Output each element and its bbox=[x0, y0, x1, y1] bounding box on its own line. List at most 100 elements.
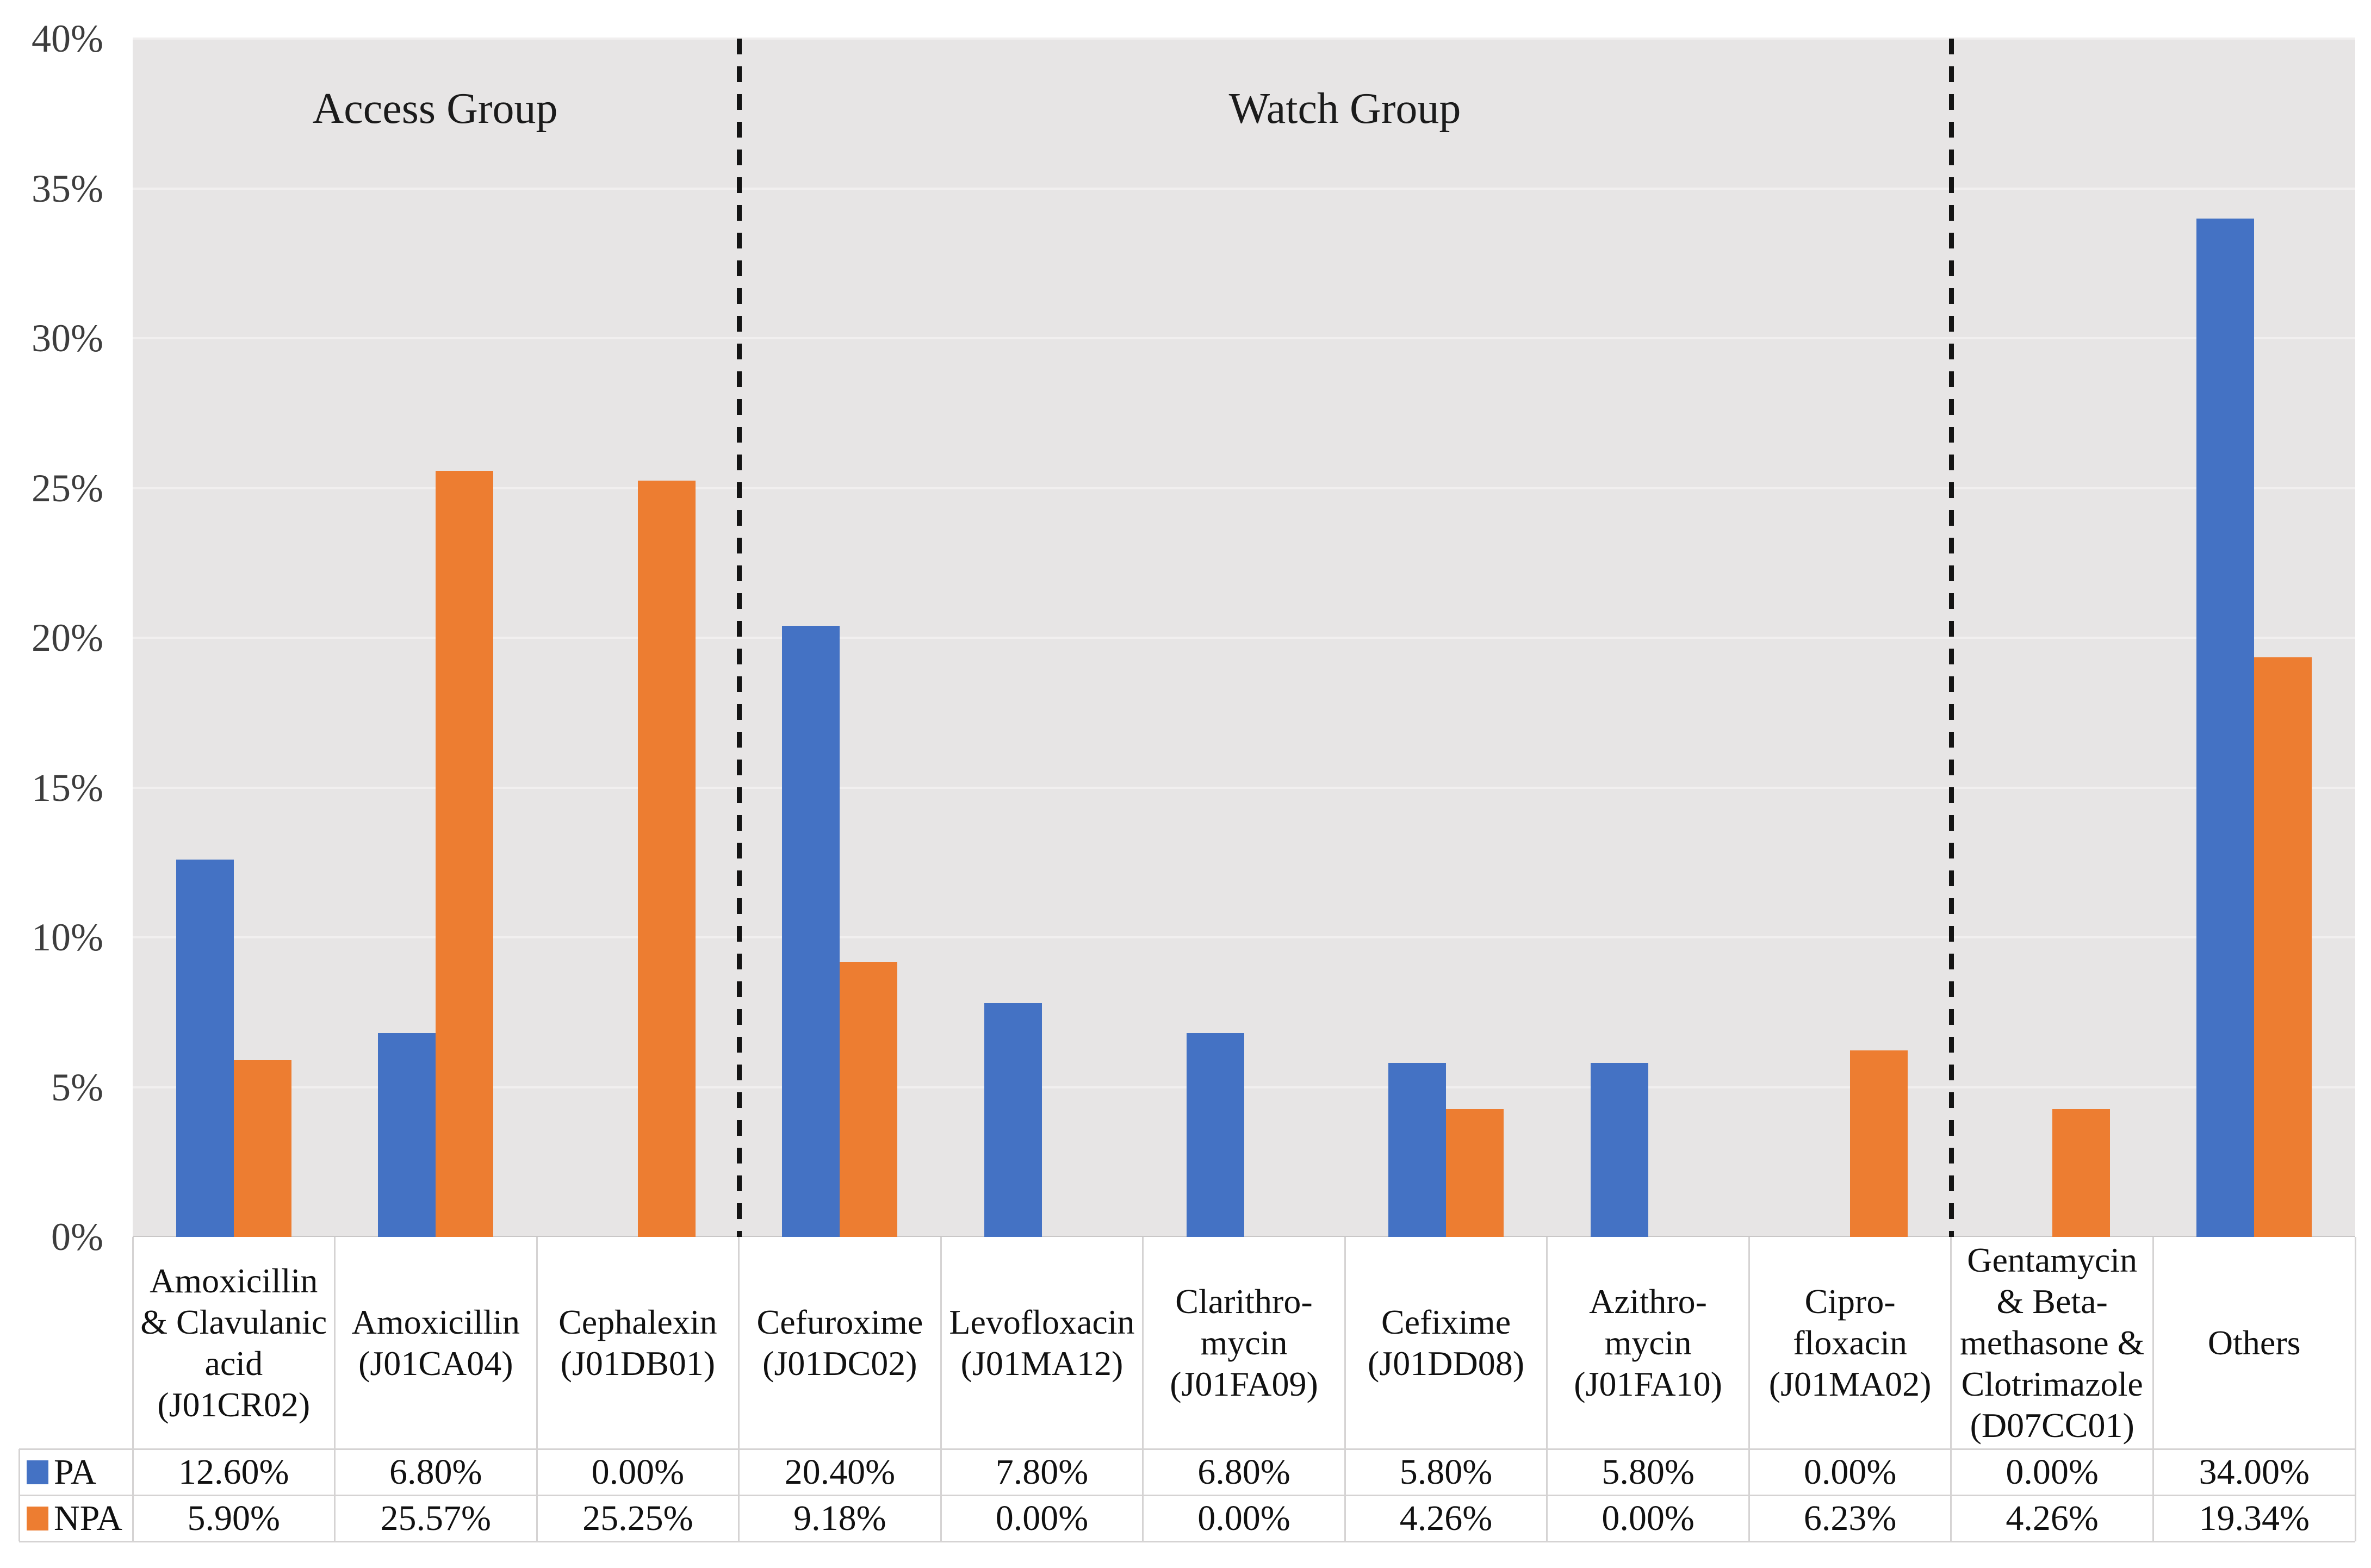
category-label-10: Others bbox=[2153, 1237, 2355, 1449]
group-title-access: Access Group bbox=[312, 85, 558, 133]
table-cell-pa-1: 6.80% bbox=[334, 1449, 537, 1495]
gridline-10% bbox=[133, 936, 2355, 938]
table-vline-0 bbox=[132, 1237, 134, 1541]
gridline-15% bbox=[133, 786, 2355, 789]
group-separator-1 bbox=[736, 39, 742, 1237]
bar-pa-6 bbox=[1388, 1063, 1447, 1237]
table-cell-pa-0: 12.60% bbox=[133, 1449, 335, 1495]
bar-npa-1 bbox=[436, 471, 494, 1237]
gridline-30% bbox=[133, 337, 2355, 339]
pa-series-swatch-icon bbox=[27, 1460, 48, 1484]
npa-series-swatch-icon bbox=[27, 1506, 48, 1530]
gridline-20% bbox=[133, 637, 2355, 639]
table-cell-npa-7: 0.00% bbox=[1547, 1495, 1749, 1541]
table-hline-0 bbox=[19, 1448, 2355, 1450]
table-hline-1 bbox=[19, 1494, 2355, 1496]
table-cell-pa-10: 34.00% bbox=[2153, 1449, 2355, 1495]
gridline-25% bbox=[133, 487, 2355, 489]
category-label-6: Cefixime (J01DD08) bbox=[1345, 1237, 1547, 1449]
category-label-text: Others bbox=[2207, 1323, 2301, 1362]
gridline-40% bbox=[133, 38, 2355, 40]
bar-pa-7 bbox=[1590, 1063, 1648, 1237]
table-vline-10 bbox=[2152, 1237, 2154, 1541]
table-vline-4 bbox=[940, 1237, 942, 1541]
table-cell-pa-4: 7.80% bbox=[941, 1449, 1143, 1495]
table-vline-3 bbox=[738, 1237, 740, 1541]
legend-pa: PA bbox=[19, 1449, 133, 1495]
bar-pa-1 bbox=[378, 1033, 436, 1237]
legend-label-npa: NPA bbox=[54, 1498, 122, 1538]
bar-npa-9 bbox=[2052, 1109, 2110, 1237]
category-label-5: Clarithro-mycin (J01FA09) bbox=[1143, 1237, 1345, 1449]
category-label-text: Amoxicillin & Clavulanic acid (J01CR02) bbox=[140, 1261, 327, 1424]
y-tick-20%: 20% bbox=[32, 616, 103, 659]
table-vline-11 bbox=[2354, 1237, 2356, 1541]
bar-npa-8 bbox=[1850, 1050, 1908, 1237]
category-label-text: Cipro-floxacin (J01MA02) bbox=[1768, 1282, 1932, 1403]
table-cell-pa-5: 6.80% bbox=[1143, 1449, 1345, 1495]
bar-pa-0 bbox=[176, 859, 234, 1237]
y-tick-25%: 25% bbox=[32, 466, 103, 510]
legend-label-pa: PA bbox=[54, 1452, 97, 1492]
bar-npa-0 bbox=[233, 1060, 291, 1237]
table-cell-npa-9: 4.26% bbox=[1951, 1495, 2153, 1541]
group-title-watch: Watch Group bbox=[1228, 85, 1461, 133]
bar-npa-2 bbox=[637, 480, 696, 1237]
category-label-4: Levofloxacin (J01MA12) bbox=[941, 1237, 1143, 1449]
table-cell-pa-9: 0.00% bbox=[1951, 1449, 2153, 1495]
category-label-text: Clarithro-mycin (J01FA09) bbox=[1170, 1282, 1318, 1403]
table-vline-9 bbox=[1950, 1237, 1952, 1541]
bar-npa-6 bbox=[1446, 1109, 1504, 1237]
table-cell-npa-4: 0.00% bbox=[941, 1495, 1143, 1541]
table-cell-npa-3: 9.18% bbox=[738, 1495, 941, 1541]
table-cell-pa-2: 0.00% bbox=[537, 1449, 739, 1495]
legend-npa: NPA bbox=[19, 1495, 133, 1541]
bar-npa-3 bbox=[840, 962, 898, 1237]
table-hline-2 bbox=[19, 1540, 2355, 1542]
table-cell-npa-1: 25.57% bbox=[334, 1495, 537, 1541]
category-label-text: Azithro-mycin (J01FA10) bbox=[1574, 1282, 1722, 1403]
group-separator-2 bbox=[1948, 39, 1954, 1237]
table-cell-pa-8: 0.00% bbox=[1749, 1449, 1951, 1495]
y-tick-35%: 35% bbox=[32, 166, 103, 210]
table-vline-1 bbox=[334, 1237, 336, 1541]
category-label-9: Gentamycin & Beta-methasone & Clotrimazole… bbox=[1951, 1237, 2153, 1449]
bar-npa-10 bbox=[2254, 657, 2312, 1237]
y-tick-5%: 5% bbox=[51, 1065, 103, 1109]
category-label-8: Cipro-floxacin (J01MA02) bbox=[1749, 1237, 1951, 1449]
category-label-text: Levofloxacin (J01MA12) bbox=[949, 1303, 1135, 1383]
y-tick-30%: 30% bbox=[32, 316, 103, 360]
table-vline-6 bbox=[1344, 1237, 1346, 1541]
table-cell-pa-7: 5.80% bbox=[1547, 1449, 1749, 1495]
table-cell-npa-8: 6.23% bbox=[1749, 1495, 1951, 1541]
table-cell-npa-0: 5.90% bbox=[133, 1495, 335, 1541]
table-cell-pa-6: 5.80% bbox=[1345, 1449, 1547, 1495]
table-vline-2 bbox=[536, 1237, 538, 1541]
category-label-text: Cefuroxime (J01DC02) bbox=[756, 1303, 923, 1383]
category-label-2: Cephalexin (J01DB01) bbox=[537, 1237, 739, 1449]
table-cell-npa-2: 25.25% bbox=[537, 1495, 739, 1541]
y-tick-15%: 15% bbox=[32, 766, 103, 810]
bar-pa-4 bbox=[984, 1003, 1042, 1237]
table-cell-pa-3: 20.40% bbox=[738, 1449, 941, 1495]
y-tick-40%: 40% bbox=[32, 17, 103, 60]
bar-pa-10 bbox=[2196, 218, 2255, 1237]
bar-pa-3 bbox=[782, 625, 840, 1237]
y-tick-10%: 10% bbox=[32, 916, 103, 959]
category-label-0: Amoxicillin & Clavulanic acid (J01CR02) bbox=[133, 1237, 335, 1449]
category-label-7: Azithro-mycin (J01FA10) bbox=[1547, 1237, 1749, 1449]
category-label-text: Cefixime (J01DD08) bbox=[1368, 1303, 1525, 1383]
category-label-text: Gentamycin & Beta-methasone & Clotrimazole… bbox=[1959, 1241, 2145, 1445]
table-vline-8 bbox=[1748, 1237, 1750, 1541]
gridline-35% bbox=[133, 187, 2355, 190]
category-label-3: Cefuroxime (J01DC02) bbox=[738, 1237, 941, 1449]
category-label-text: Amoxicillin (J01CA04) bbox=[351, 1303, 520, 1383]
table-cell-npa-5: 0.00% bbox=[1143, 1495, 1345, 1541]
table-cell-npa-10: 19.34% bbox=[2153, 1495, 2355, 1541]
bar-pa-5 bbox=[1186, 1033, 1244, 1237]
category-label-1: Amoxicillin (J01CA04) bbox=[334, 1237, 537, 1449]
category-label-text: Cephalexin (J01DB01) bbox=[558, 1303, 717, 1383]
gridline-5% bbox=[133, 1086, 2355, 1088]
table-cell-npa-6: 4.26% bbox=[1345, 1495, 1547, 1541]
